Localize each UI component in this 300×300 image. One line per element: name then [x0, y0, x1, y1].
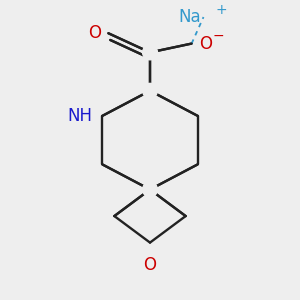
Circle shape — [142, 45, 158, 60]
Circle shape — [142, 83, 158, 98]
Text: O: O — [143, 256, 157, 274]
Text: +: + — [215, 3, 227, 17]
Text: O: O — [88, 24, 101, 42]
Text: NH: NH — [67, 107, 92, 125]
Text: Na: Na — [178, 8, 200, 26]
Text: O: O — [199, 34, 212, 52]
Circle shape — [142, 182, 158, 197]
Text: −: − — [212, 29, 224, 43]
